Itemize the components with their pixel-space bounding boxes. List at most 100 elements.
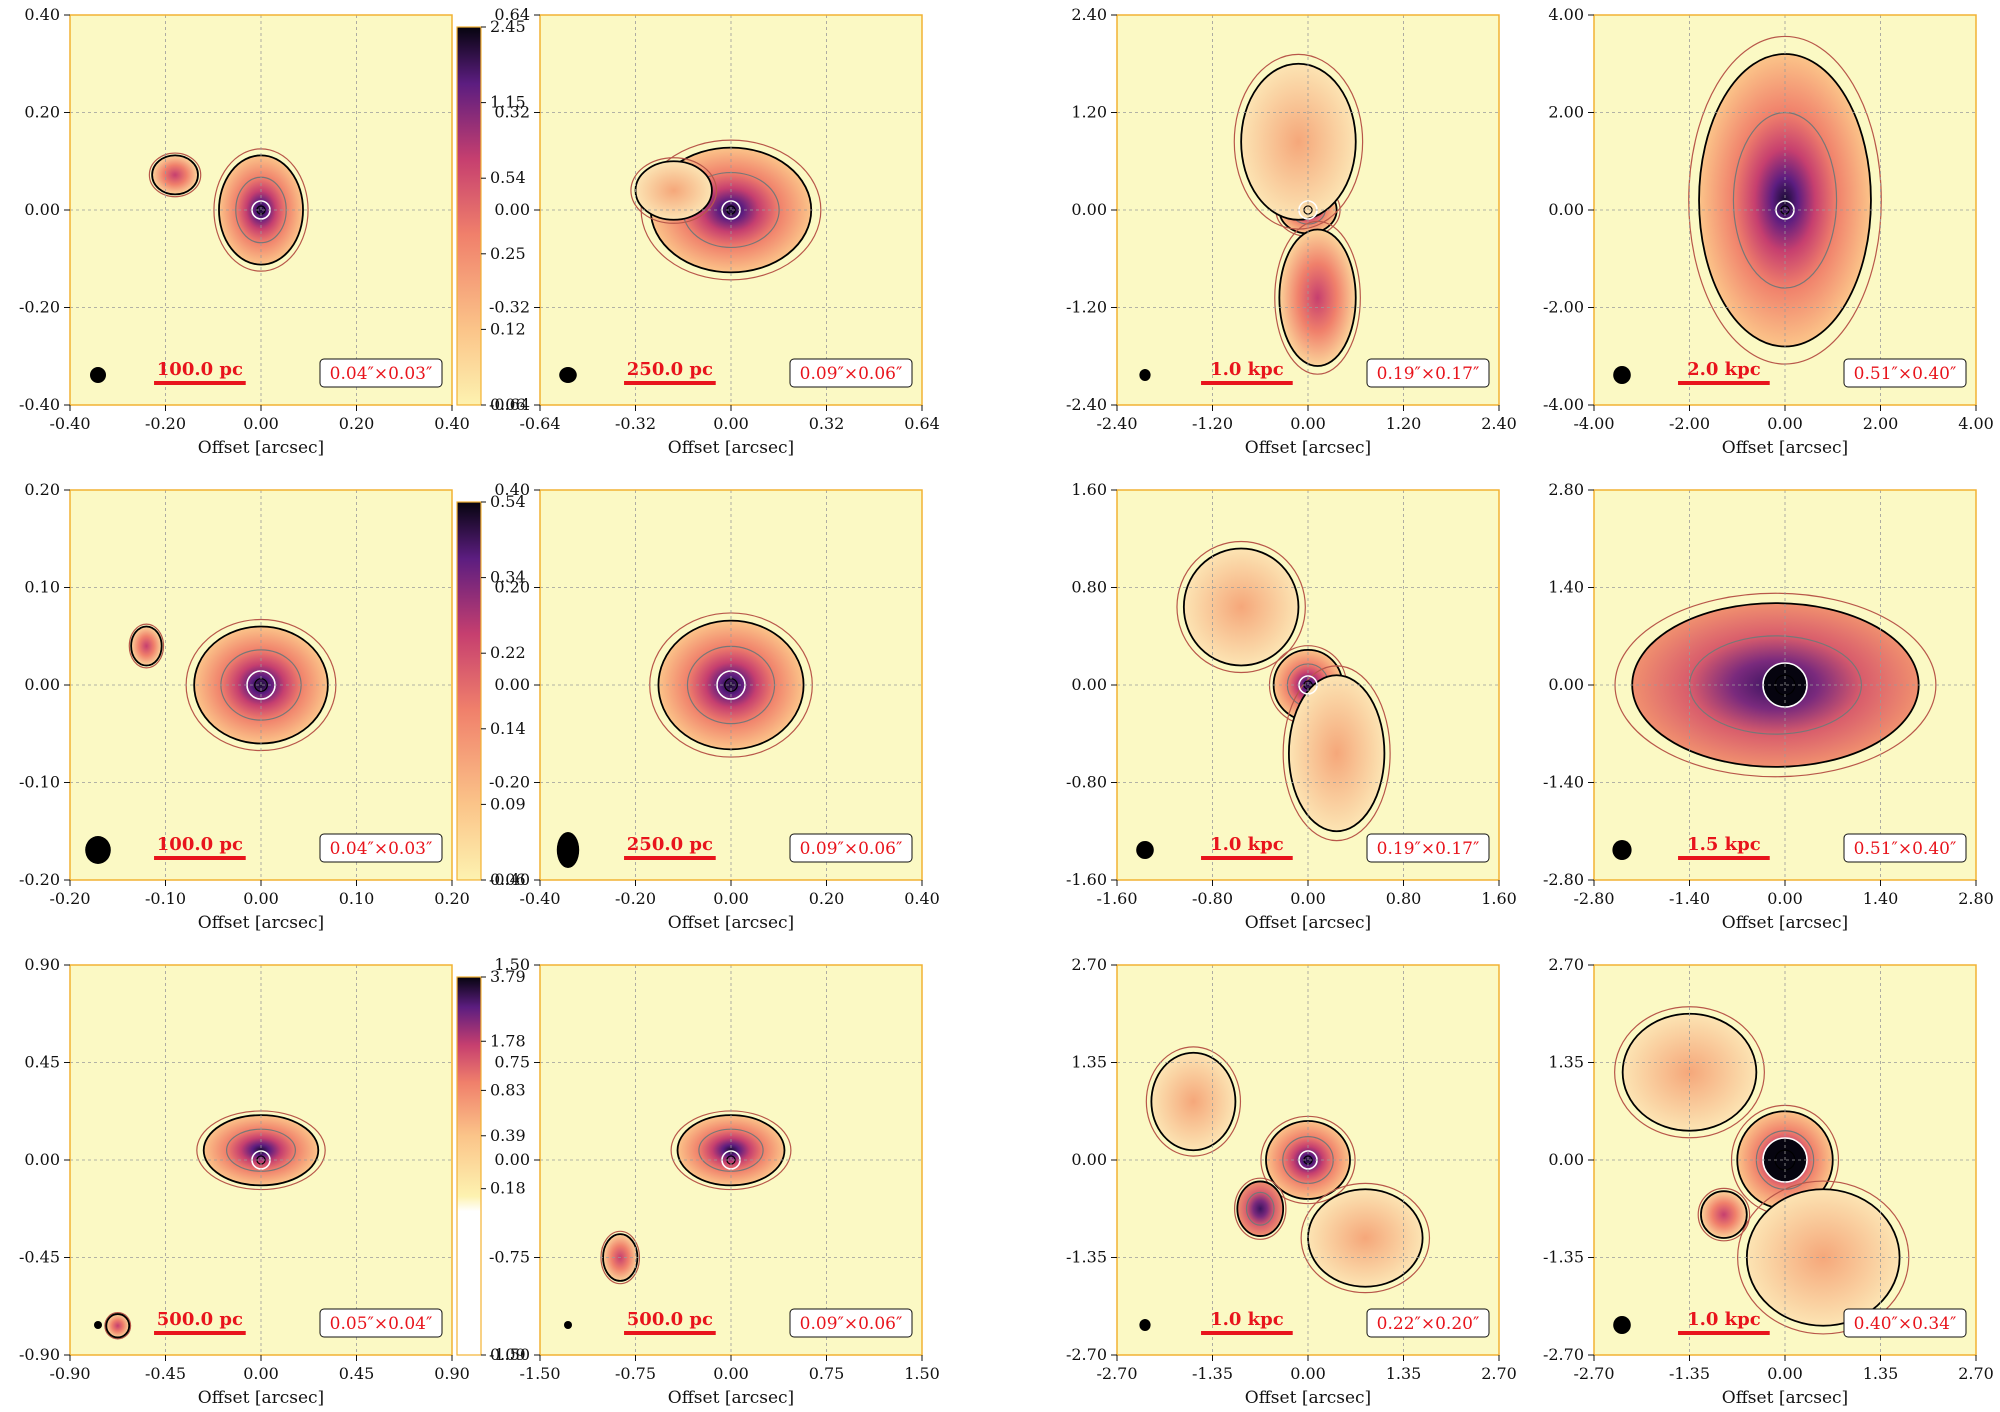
y-tick-label: 0.20	[494, 578, 530, 597]
colorbar-tick-label: 0.34	[490, 568, 526, 587]
y-tick-label: -0.20	[489, 773, 530, 792]
x-tick-label: 0.00	[243, 1364, 279, 1383]
panel-row2-col3: -1.60 -0.80 0.00 0.80 1.60 -1.60 -0.80 0.00 0.80…	[1066, 480, 1517, 933]
outer-contour	[148, 152, 202, 198]
beam-size-box	[1843, 1308, 1967, 1338]
beam-size-label: 0.09″×0.06″	[800, 364, 903, 384]
scale-bar-label: 1.5 kpc	[1687, 834, 1761, 855]
x-tick-label: -0.64	[519, 414, 560, 433]
x-axis-label: Offset [arcsec]	[668, 913, 794, 933]
y-tick-label: 0.00	[1071, 1150, 1107, 1169]
y-tick-label: 0.00	[494, 675, 530, 694]
outer-contour	[1614, 592, 1937, 778]
y-tick-label: 0.90	[24, 955, 60, 974]
colorbar-tick-label: 0.09	[490, 1345, 526, 1364]
colorbar-tick-label: 0.09	[490, 794, 526, 813]
scale-bar-label: 1.0 kpc	[1210, 1309, 1284, 1330]
emission-region	[1307, 1188, 1424, 1288]
x-tick-label: 0.75	[809, 1364, 845, 1383]
x-axis-label: Offset [arcsec]	[198, 438, 324, 458]
x-tick-label: -2.80	[1573, 889, 1614, 908]
y-tick-label: 0.00	[494, 1150, 530, 1169]
y-tick-label: -0.40	[489, 870, 530, 889]
colorbar-tick-label: 0.22	[490, 643, 526, 662]
outer-contour	[1614, 1006, 1765, 1139]
y-tick-label: 0.00	[1548, 675, 1584, 694]
beam-size-label: 0.51″×0.40″	[1854, 839, 1957, 859]
beam-ellipse	[1612, 840, 1632, 860]
x-tick-label: 0.00	[243, 889, 279, 908]
beam-size-box	[319, 358, 443, 388]
scale-bar-label: 500.0 pc	[627, 1309, 713, 1330]
y-tick-label: 1.40	[1548, 578, 1584, 597]
scale-bar-label: 100.0 pc	[157, 359, 243, 380]
x-tick-label: 2.00	[1863, 414, 1899, 433]
y-tick-label: 0.10	[24, 578, 60, 597]
x-tick-label: 0.20	[809, 889, 845, 908]
panel-row2-col4: -2.80 -1.40 0.00 1.40 2.80 -2.80 -1.40 0.00 1.40…	[1543, 480, 1994, 933]
y-tick-label: -0.20	[19, 870, 60, 889]
emission-region	[130, 625, 163, 667]
x-tick-label: 0.45	[339, 1364, 375, 1383]
x-tick-label: 1.35	[1386, 1364, 1422, 1383]
panel-row1-col1: -0.40 -0.20 0.00 0.20 0.40 -0.40 -0.20 0.00 0.20…	[19, 5, 560, 458]
beam-size-label: 0.22″×0.20″	[1377, 1314, 1480, 1334]
emission-region	[1700, 1190, 1748, 1239]
beam-size-label: 0.19″×0.17″	[1377, 839, 1480, 859]
colorbar-tick-label: 0.25	[490, 244, 526, 263]
emission-region	[1236, 1180, 1285, 1237]
x-tick-label: 0.00	[1290, 1364, 1326, 1383]
panel-row3-col2: -1.50 -0.75 0.00 0.75 1.50 -1.50 -0.75 0.00 0.75…	[489, 955, 940, 1408]
y-tick-label: -1.20	[1066, 298, 1107, 317]
y-tick-label: 0.00	[1071, 200, 1107, 219]
y-tick-label: -0.75	[489, 1248, 530, 1267]
y-tick-label: -0.45	[19, 1248, 60, 1267]
beam-ellipse	[90, 367, 106, 383]
x-tick-label: 4.00	[1958, 414, 1994, 433]
panel-row2-col2: -0.40 -0.20 0.00 0.20 0.40 -0.40 -0.20 0.00 0.20…	[489, 480, 940, 933]
beam-ellipse	[1139, 369, 1151, 381]
y-tick-label: -1.40	[1543, 773, 1584, 792]
panel-row2-col1: -0.20 -0.10 0.00 0.10 0.20 -0.20 -0.10 0.00 0.10…	[19, 480, 560, 933]
beam-size-label: 0.05″×0.04″	[330, 1314, 433, 1334]
beam-ellipse	[556, 832, 580, 868]
y-tick-label: -0.20	[19, 298, 60, 317]
x-axis-label: Offset [arcsec]	[668, 438, 794, 458]
emission-region	[1182, 547, 1300, 667]
x-tick-label: 0.00	[713, 414, 749, 433]
x-tick-label: 0.40	[434, 414, 470, 433]
colorbar	[456, 976, 482, 1356]
beam-size-box	[789, 833, 913, 863]
x-tick-label: 1.35	[1863, 1364, 1899, 1383]
x-axis-label: Offset [arcsec]	[198, 913, 324, 933]
y-tick-label: -1.35	[1543, 1248, 1584, 1267]
beam-size-label: 0.40″×0.34″	[1854, 1314, 1957, 1334]
x-axis-label: Offset [arcsec]	[1722, 913, 1848, 933]
outer-contour	[1300, 1182, 1431, 1294]
panel-row1-col4: -4.00 -2.00 0.00 2.00 4.00 -4.00 -2.00 0.00 2.00…	[1543, 5, 1994, 458]
colorbar-tick-label: 2.45	[490, 17, 526, 36]
outer-contour	[630, 157, 718, 224]
y-tick-label: 1.20	[1071, 103, 1107, 122]
x-tick-label: -1.35	[1192, 1364, 1233, 1383]
beam-size-box	[789, 358, 913, 388]
x-tick-label: -2.00	[1669, 414, 1710, 433]
x-tick-label: -0.20	[49, 889, 90, 908]
y-tick-label: 0.32	[494, 103, 530, 122]
colorbar-tick-label: 0.06	[490, 870, 526, 889]
y-tick-label: 2.70	[1071, 955, 1107, 974]
x-tick-label: -0.40	[519, 889, 560, 908]
beam-ellipse	[1139, 1319, 1151, 1331]
x-tick-label: 2.70	[1958, 1364, 1994, 1383]
beam-ellipse	[1613, 366, 1631, 384]
x-tick-label: 0.00	[243, 414, 279, 433]
beam-size-label: 0.04″×0.03″	[330, 364, 433, 384]
emission-region	[1288, 674, 1386, 833]
outer-contour	[1233, 1177, 1287, 1240]
outer-contour	[1697, 1187, 1751, 1242]
x-tick-label: -1.60	[1096, 889, 1137, 908]
y-tick-label: 0.00	[494, 200, 530, 219]
y-tick-label: 2.70	[1548, 955, 1584, 974]
colorbar-tick-label: 0.83	[490, 1080, 526, 1099]
emission-region	[1240, 62, 1357, 221]
